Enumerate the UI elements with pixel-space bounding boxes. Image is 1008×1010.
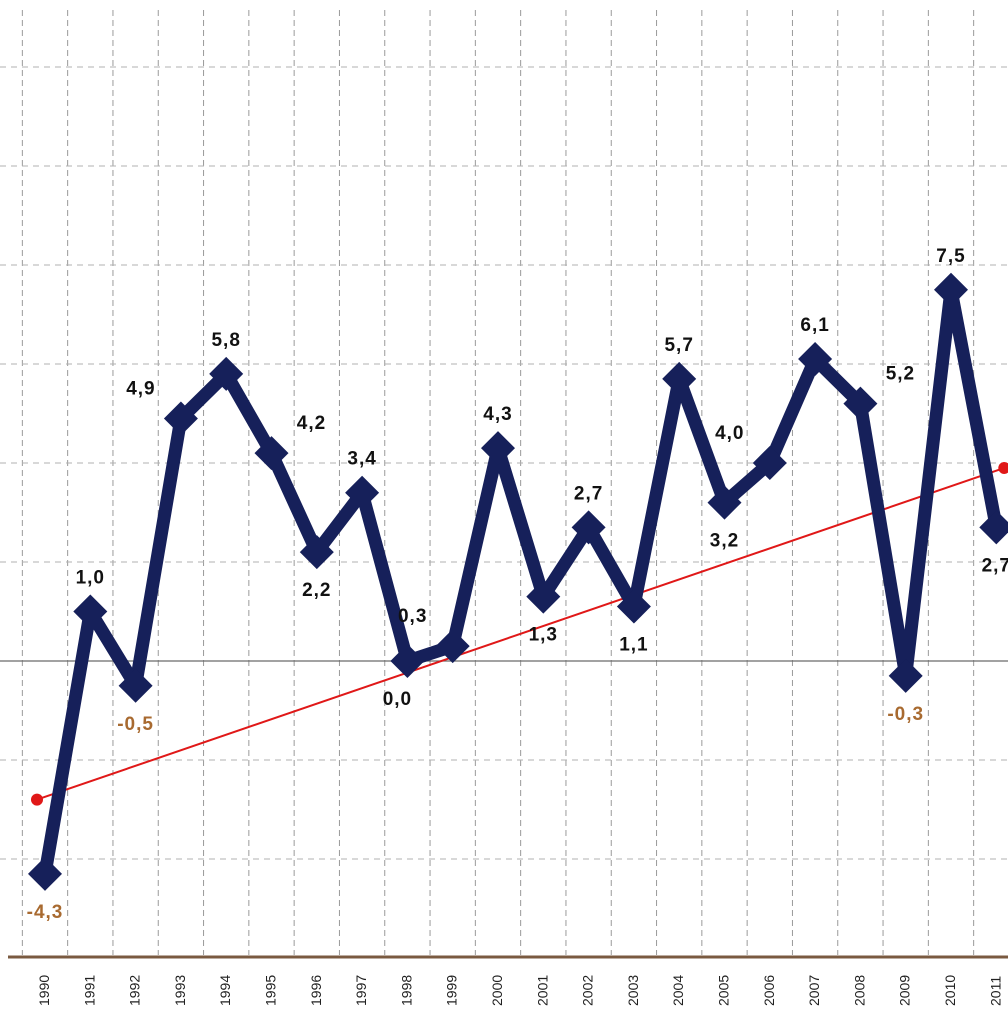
x-tick-label-1997: 1997	[353, 975, 369, 1006]
value-label-1991: 1,0	[76, 568, 105, 589]
x-tick-label-2006: 2006	[761, 975, 777, 1006]
trend-line-end-dot	[998, 462, 1008, 474]
trend-line-start-dot	[31, 794, 43, 806]
value-label-2008: 5,2	[886, 364, 915, 385]
value-label-2010: 7,5	[936, 246, 965, 267]
x-tick-label-2001: 2001	[534, 975, 550, 1006]
data-point-marker-2004	[662, 362, 696, 396]
x-tick-label-2010: 2010	[942, 975, 958, 1006]
value-label-2004: 5,7	[664, 335, 693, 356]
value-label-2006: 4,0	[715, 423, 744, 444]
value-label-1998: 0,0	[383, 689, 412, 710]
x-tick-label-2000: 2000	[489, 975, 505, 1006]
x-tick-label-2004: 2004	[670, 975, 686, 1006]
data-point-marker-2009	[889, 659, 923, 693]
x-tick-label-1999: 1999	[444, 975, 460, 1006]
data-labels: -4,3 1,0 -0,5 4,9 5,8 4,2 2,2 3,4 0,0 0,3 4,3 1,3 2,…	[27, 246, 1008, 923]
value-label-1992: -0,5	[117, 714, 154, 735]
x-tick-label-2009: 2009	[897, 975, 913, 1006]
x-tick-label-2002: 2002	[580, 975, 596, 1006]
x-tick-label-2011: 2011	[987, 976, 1003, 1006]
value-label-2003: 1,1	[619, 635, 648, 656]
data-point-marker-1999	[436, 629, 470, 663]
data-point-marker-2000	[481, 431, 515, 465]
series-group	[28, 273, 1008, 891]
data-point-marker-2011	[979, 510, 1008, 544]
value-label-2001: 1,3	[529, 625, 558, 646]
value-label-2011: 2,7	[982, 555, 1008, 576]
value-label-2000: 4,3	[483, 404, 512, 425]
data-point-marker-1990	[28, 857, 62, 891]
x-tick-label-2005: 2005	[716, 975, 732, 1006]
x-tick-label-1992: 1992	[127, 975, 143, 1006]
value-label-1995: 4,2	[297, 413, 326, 434]
value-label-1994: 5,8	[211, 330, 240, 351]
value-label-1996: 2,2	[302, 580, 331, 601]
x-tick-label-2003: 2003	[625, 975, 641, 1006]
x-tick-label-2008: 2008	[851, 975, 867, 1006]
data-point-marker-1998	[390, 644, 424, 678]
x-tick-label-1990: 1990	[36, 975, 52, 1006]
x-tick-label-2007: 2007	[806, 975, 822, 1006]
value-label-1993: 4,9	[126, 378, 155, 399]
value-label-1997: 3,4	[347, 449, 376, 470]
value-label-2009: -0,3	[887, 704, 924, 725]
value-label-2002: 2,7	[574, 483, 603, 504]
x-tick-label-1994: 1994	[217, 975, 233, 1006]
x-axis-ticks: 1990 1991 1992 1993 1994 1995 1996 1997 1998 1999…	[36, 975, 1003, 1006]
x-tick-label-1998: 1998	[398, 975, 414, 1006]
x-tick-label-1995: 1995	[263, 975, 279, 1006]
value-label-1990: -4,3	[27, 902, 64, 923]
x-tick-label-1991: 1991	[81, 975, 97, 1006]
value-label-2005: 3,2	[710, 531, 739, 552]
data-point-marker-2010	[934, 273, 968, 307]
x-tick-label-1996: 1996	[308, 975, 324, 1006]
value-label-1999: 0,3	[398, 606, 427, 627]
x-tick-label-1993: 1993	[172, 975, 188, 1006]
value-label-2007: 6,1	[800, 315, 829, 336]
